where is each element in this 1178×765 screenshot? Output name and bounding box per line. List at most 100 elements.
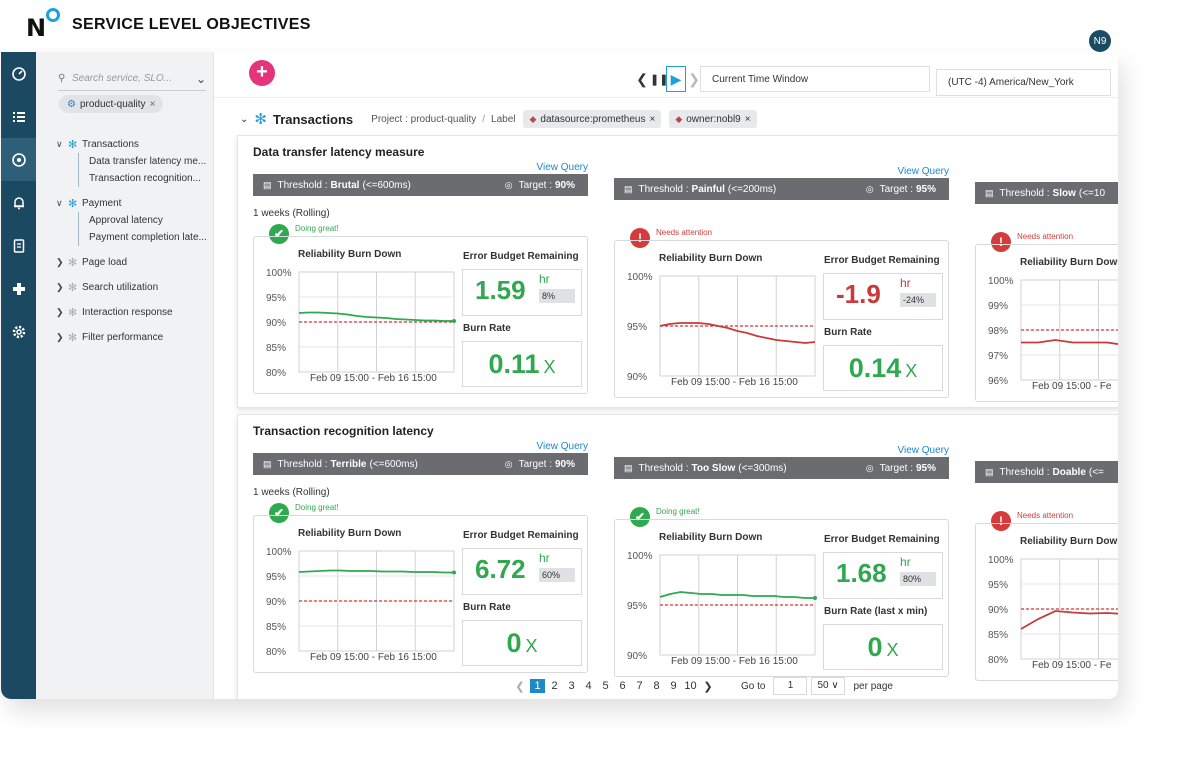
bell-icon: [13, 196, 24, 209]
y-tick-label: 95%: [988, 580, 1008, 591]
page-number[interactable]: 1: [530, 679, 545, 693]
view-query-link[interactable]: View Query: [536, 162, 588, 173]
chevron-right-icon[interactable]: ❯: [56, 257, 64, 267]
burn-rate-box: 0.14 X: [823, 345, 943, 391]
tree-item[interactable]: ❯ ✻ Filter performance: [56, 325, 207, 350]
goto-input[interactable]: 1: [773, 677, 808, 695]
page-number[interactable]: 2: [551, 680, 558, 692]
threshold-name: Slow: [1052, 187, 1076, 199]
view-query-link[interactable]: View Query: [897, 166, 949, 177]
tree-item[interactable]: ❯ ✻ Search utilization: [56, 275, 207, 300]
y-tick-label: 99%: [988, 301, 1008, 312]
series-end-point: [452, 570, 456, 575]
tree-child-item[interactable]: Transaction recognition...: [89, 173, 201, 184]
page-number[interactable]: 5: [602, 680, 609, 692]
page-number[interactable]: 8: [653, 680, 660, 692]
y-tick-label: 85%: [988, 630, 1008, 641]
objective-body: Reliability Burn Down 100% 95% 90% Feb 09 15…: [614, 519, 949, 677]
chart-container: 100% 95% 90% 85% 80%: [266, 546, 466, 658]
threshold-condition: (<=200ms): [727, 183, 777, 195]
nav-reports[interactable]: [1, 224, 36, 267]
group-title: Transactions: [272, 111, 354, 127]
document-icon: [13, 238, 24, 253]
tree-item[interactable]: ❯ ✻ Interaction response: [56, 300, 207, 325]
chevron-right-icon[interactable]: ❯: [56, 282, 64, 292]
play-icon[interactable]: ▶: [666, 66, 686, 92]
page-size-select[interactable]: 50 ∨: [811, 677, 846, 695]
objective-body: Reliability Burn Down 100% 95% 90% 85% 80% Feb…: [253, 515, 588, 673]
time-window-select[interactable]: Current Time Window: [700, 66, 930, 92]
timezone-select[interactable]: (UTC -4) America/New_York: [936, 69, 1111, 96]
next-page-icon[interactable]: ❯: [703, 680, 713, 693]
filter-chip[interactable]: ⚙ product-quality ×: [59, 95, 164, 113]
prev-page-icon[interactable]: ❮: [515, 680, 525, 693]
chevron-right-icon[interactable]: ❯: [56, 307, 64, 317]
step-back-icon[interactable]: ❮: [636, 70, 648, 87]
target-icon: ◎: [865, 183, 874, 194]
tree-item[interactable]: ❯ ✻ Page load: [56, 250, 207, 275]
burn-rate-number: 0.14: [848, 353, 902, 383]
y-tick-label: 97%: [988, 351, 1008, 362]
y-tick-label: 80%: [266, 647, 286, 656]
threshold-bar: ▤ Threshold : Too Slow (<=300ms) ◎ Target :95…: [614, 457, 949, 479]
chevron-down-icon[interactable]: ∨: [56, 198, 63, 208]
threshold-name: Doable: [1052, 466, 1086, 478]
threshold-label: Threshold :: [638, 462, 689, 474]
tree-child-item[interactable]: Payment completion late...: [89, 232, 207, 243]
nav-services[interactable]: [1, 95, 36, 138]
view-query-link[interactable]: View Query: [536, 441, 588, 452]
tag-datasource[interactable]: ◆ datasource:prometheus ×: [523, 110, 662, 128]
search-input[interactable]: ⚲ Search service, SLO... ⌄: [58, 67, 206, 91]
burn-rate-title: Burn Rate: [463, 323, 511, 334]
y-tick-label: 98%: [988, 326, 1008, 337]
chevron-down-icon[interactable]: ∨: [56, 139, 63, 149]
objective-body: Reliability Burn Down 100% 99% 98% 97% 96% Feb…: [975, 244, 1118, 402]
chip-close-icon[interactable]: ×: [149, 98, 156, 110]
page-number[interactable]: 6: [619, 680, 626, 692]
nav-slos[interactable]: [1, 138, 36, 181]
tree-child-item[interactable]: Data transfer latency me...: [89, 156, 207, 167]
tree-item[interactable]: ∨ ✻ Payment: [56, 191, 207, 216]
page-number[interactable]: 4: [585, 680, 592, 692]
burn-down-chart: 100% 95% 90% 85% 80%: [266, 268, 456, 379]
nav-dashboard[interactable]: [1, 52, 36, 95]
nav-integrations[interactable]: [1, 267, 36, 310]
burn-down-title: Reliability Burn Down: [1020, 536, 1118, 547]
page-number[interactable]: 7: [636, 680, 643, 692]
error-budget-percent: -24%: [900, 293, 936, 307]
burn-down-series: [298, 569, 454, 574]
page-number[interactable]: 10: [684, 680, 697, 692]
tree-item[interactable]: ∨ ✻ Transactions: [56, 132, 207, 157]
target-label: Target :: [879, 183, 913, 195]
slo-icon: [11, 152, 26, 167]
collapse-icon[interactable]: ⌄: [240, 113, 249, 125]
tag-close-icon[interactable]: ×: [744, 113, 751, 125]
service-icon: ✻: [68, 198, 78, 210]
tag-close-icon[interactable]: ×: [649, 113, 656, 125]
user-avatar[interactable]: N9: [1089, 30, 1111, 52]
tag-owner[interactable]: ◆ owner:nobl9 ×: [669, 110, 757, 128]
sidebar: ⚲ Search service, SLO... ⌄ ⚙ product-qua…: [36, 52, 214, 699]
nav-settings[interactable]: [1, 310, 36, 353]
slo-title: Data transfer latency measure: [253, 145, 425, 159]
status-indicator: ✔ Doing great!: [269, 503, 339, 523]
chevron-right-icon[interactable]: ❯: [56, 332, 64, 342]
view-query-link[interactable]: View Query: [897, 445, 949, 456]
burn-rate-value: 0.14 X: [824, 346, 942, 393]
page-number[interactable]: 3: [568, 680, 575, 692]
service-icon: ✻: [68, 332, 78, 344]
tree-item-label: Page load: [82, 257, 128, 268]
step-forward-icon[interactable]: ❯: [688, 70, 700, 87]
page-number[interactable]: 9: [670, 680, 677, 692]
burn-down-series: [659, 591, 815, 599]
pause-icon[interactable]: ❚❚: [650, 73, 669, 86]
threshold-bar: ▤ Threshold : Terrible (<=600ms) ◎ Target :90…: [253, 453, 588, 475]
nav-alerts[interactable]: [1, 181, 36, 224]
time-controls: ❮ ❚❚ ▶ ❯: [634, 66, 702, 92]
threshold-icon: ▤: [624, 183, 633, 194]
chevron-down-icon[interactable]: ⌄: [195, 71, 206, 86]
tree-child-item[interactable]: Approval latency: [89, 215, 163, 226]
add-slo-button[interactable]: +: [249, 60, 275, 86]
chevron-down-icon[interactable]: ∨: [828, 680, 839, 691]
slo-title: Transaction recognition latency: [253, 424, 434, 438]
